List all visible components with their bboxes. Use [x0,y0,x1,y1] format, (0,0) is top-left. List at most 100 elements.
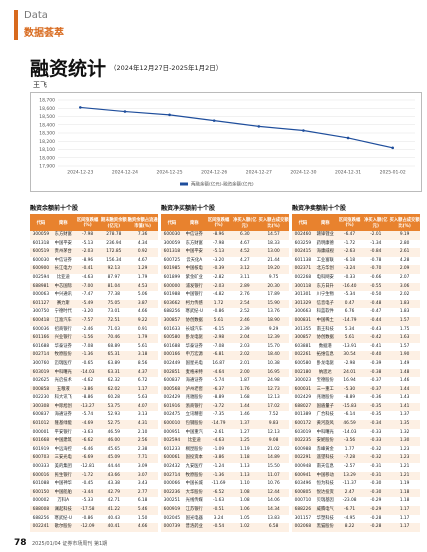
table-cell: 002432 [163,464,181,470]
table-cell: -4.62 [82,378,94,384]
table-cell: 1.17 [137,386,148,392]
table-cell: 4.34 [137,240,148,246]
table-cell: 15.90 [267,300,280,306]
table-cell: 1.72 [213,300,224,306]
table-cell: 4.66 [137,309,148,315]
table-cell: 15.70 [267,343,280,349]
table-cell: 60.28 [107,395,120,401]
table-row: 301355 南王科技 5.34 -0.43 1.75 [292,326,420,335]
table-cell: 9.29 [268,326,279,332]
table-cell: 中国移动 [316,472,334,478]
table-cell: 43.66 [107,472,120,478]
table-cell: 68.89 [107,343,120,349]
table-cell: -6.62 [82,438,94,444]
table-cell: 信音电子 [316,300,334,306]
table-cell: -4.95 [344,515,356,521]
table-row: 002429 兆驰股份 -8.89 1.68 12.13 [161,394,289,403]
column-header: 买入额占成交额比(%) [389,217,420,229]
table-cell: 600031 [294,386,312,392]
table-cell: 600837 [32,412,50,418]
table-cell: -2.46 [82,326,94,332]
table-cell: 紫金矿业 [185,274,203,280]
table-row: 600061 国投资本 -3.86 1.18 14.89 [161,454,289,464]
table-cell: 2.56 [137,438,148,444]
table-row: 688256 寒武纪-U -0.86 40.43 1.50 [30,515,158,524]
table-cell: 13.76 [267,309,280,315]
table-cell: 45.65 [107,446,120,452]
table-cell: 协创数据 [316,335,334,341]
subtitle: （2024年12月27日-2025年1月2日） [110,64,223,72]
table-cell: 3.18 [137,352,148,358]
table-cell: -7.08 [82,343,94,349]
table-cell: 九安医疗 [185,464,203,470]
table-cell: 601668 [32,438,50,444]
table-row: 000739 普洛药业 -0.54 1.02 6.58 [161,523,289,532]
table-row: 300118 东方日升 -16.40 -0.55 3.06 [292,282,420,292]
table-cell: 300118 [294,283,312,289]
table-cell: 000001 [32,429,50,435]
table-cell: -0.28 [370,524,382,530]
x-tick-label: 2024-12-24 [112,170,138,176]
column-header: 期末融资余额(亿元) [100,217,127,229]
table-cell: 75.05 [107,300,120,306]
table-cell: -0.39 [213,266,225,272]
table-row: 600837 海通证券 -5.74 1.87 24.98 [161,377,289,386]
table-cell: 1.57 [399,343,410,349]
table-cell: 2.00 [240,369,250,375]
table-cell: 002475 [163,412,181,418]
table-cell: 601985 [163,266,181,272]
table-cell: 中国银行 [185,292,203,298]
chart: 17,900 18,000 18,100 18,200 18,300 18,400 18,5… [30,92,422,192]
table-cell: -3.24 [344,266,356,272]
table-cell: 4.27 [240,257,250,263]
table-cell: 1.90 [399,352,410,358]
table-cell: 62.32 [107,378,120,384]
table-cell: -0.40 [370,352,382,358]
table-cell: 4.67 [240,240,250,246]
table-cell: 002714 [32,352,50,358]
table-cell: 1.46 [399,378,410,384]
table-cell: 国投资本 [185,455,203,461]
table-cell: 1.63 [399,335,410,341]
table-cell: 中兴通讯 [54,292,72,298]
table-cell: 000568 [163,386,181,392]
table-cell: 3.87 [137,300,148,306]
table-cell: 7.71 [137,455,148,461]
x-tick-label: 2024-12-27 [246,170,272,176]
table-cell: -5.74 [82,412,94,418]
table-cell: 81.04 [107,283,120,289]
table-cell: -0.35 [370,412,382,418]
table-cell: 招商银行 [54,326,72,332]
table-row: 600941 中国移动 13.29 -0.31 1.21 [292,471,420,481]
table-cell: 1.02 [240,524,250,530]
table-cell: 科蓝软件 [316,309,334,315]
table-cell: -0.36 [370,395,382,401]
table-row: 002068 黑猫股份 8.22 -0.28 1.17 [292,523,420,532]
point [346,136,350,140]
table-header: 代码 简称 区间涨跌幅(%) 净买入额(亿元) 买入额占成交额比(%) [292,214,420,231]
table-row: 600837 海通证券 -5.74 52.93 3.13 [30,411,158,420]
table-cell: 2.76 [240,292,250,298]
table-cell: 46.59 [107,429,120,435]
table-row: 300023 宝德股份 16.94 -0.37 1.46 [292,377,420,386]
table-cell: 19.20 [267,266,280,272]
table-cell: 45.09 [107,455,120,461]
table-cell: -6.46 [82,446,94,452]
table-cell: 300857 [163,317,181,323]
table-row: 603881 数据港 -13.91 -0.41 1.57 [292,343,420,352]
table-body: 300059 东方财富 -7.98 278.78 7.36 601318 中国平安 -5.13… [30,231,158,532]
table-row: 000001 平安银行 -3.63 46.59 2.10 [30,429,158,438]
table-cell: 2.07 [399,274,410,280]
table-cell: 300251 [163,498,181,504]
table-row: 600010 包钢股份 -14.79 1.37 9.83 [161,420,289,429]
table-cell: -5.13 [213,249,225,255]
table-cell: 0.47 [344,300,355,306]
table-cell: -1.72 [344,240,356,246]
table-cell: 002594 [32,274,50,280]
table-cell: 2.01 [240,360,250,366]
table-cell: -7.47 [82,292,94,298]
chart-frame [30,92,422,192]
table-cell: 601899 [163,274,181,280]
table-cell: 002429 [163,395,181,401]
table-cell: 1.57 [399,317,410,323]
